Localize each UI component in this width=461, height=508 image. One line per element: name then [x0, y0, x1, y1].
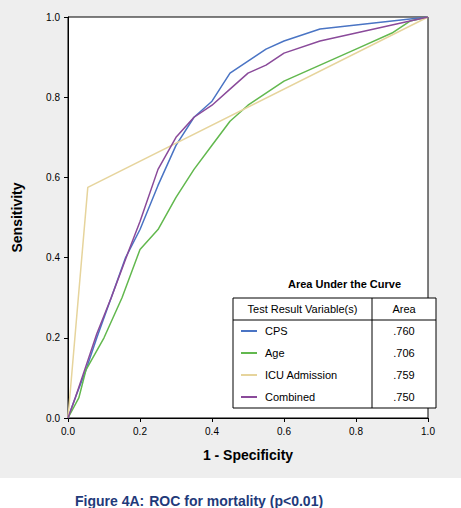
svg-text:1.0: 1.0: [421, 426, 435, 437]
svg-text:0.6: 0.6: [277, 426, 291, 437]
svg-text:0.4: 0.4: [46, 252, 60, 263]
svg-text:.706: .706: [393, 347, 414, 359]
svg-text:Test Result Variable(s): Test Result Variable(s): [248, 303, 358, 315]
svg-text:0.8: 0.8: [349, 426, 363, 437]
svg-text:1 - Specificity: 1 - Specificity: [203, 447, 293, 463]
svg-text:CPS: CPS: [265, 325, 288, 337]
svg-text:Age: Age: [265, 347, 285, 359]
svg-text:0.8: 0.8: [46, 92, 60, 103]
svg-text:Area: Area: [392, 303, 416, 315]
svg-text:.750: .750: [393, 391, 414, 403]
svg-text:Area Under the Curve: Area Under the Curve: [288, 278, 401, 290]
svg-text:Sensitivity: Sensitivity: [9, 182, 25, 252]
svg-text:ROC for mortality (p<0.01): ROC for mortality (p<0.01): [149, 493, 323, 508]
svg-text:0.0: 0.0: [61, 426, 75, 437]
svg-text:0.2: 0.2: [133, 426, 147, 437]
svg-text:0.4: 0.4: [205, 426, 219, 437]
svg-text:0.2: 0.2: [46, 332, 60, 343]
svg-text:.759: .759: [393, 369, 414, 381]
svg-text:0.0: 0.0: [46, 413, 60, 424]
svg-text:Combined: Combined: [265, 391, 315, 403]
svg-text:.760: .760: [393, 325, 414, 337]
svg-text:Figure 4A:: Figure 4A:: [75, 493, 144, 508]
svg-text:ICU Admission: ICU Admission: [265, 369, 337, 381]
svg-text:1.0: 1.0: [46, 12, 60, 23]
svg-text:0.6: 0.6: [46, 172, 60, 183]
